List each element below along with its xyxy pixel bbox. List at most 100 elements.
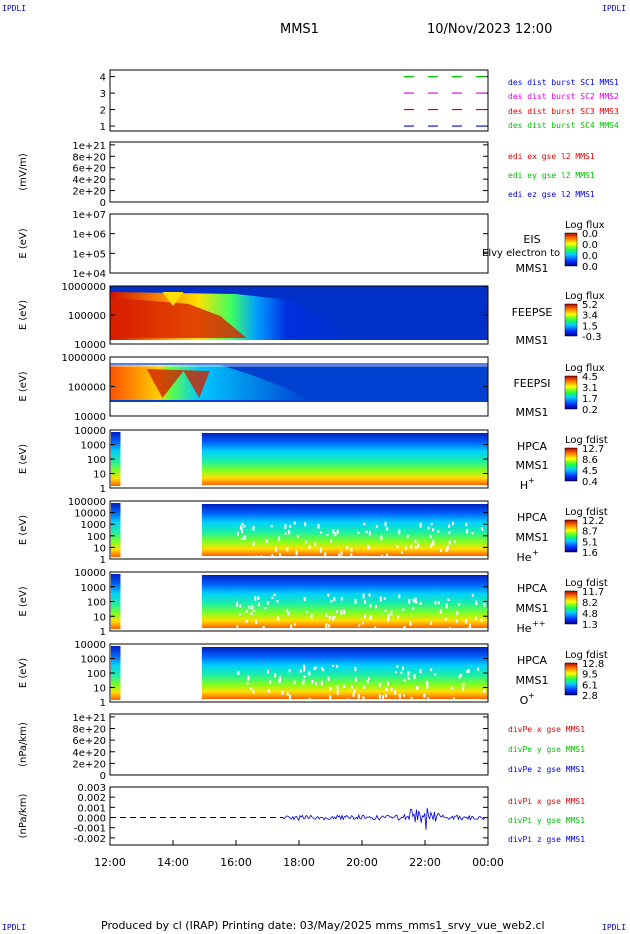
colorbar-feepse [565,304,577,336]
hpca-6-dropout [288,530,290,534]
hpca-6-dropout [284,524,286,529]
species-charge-hpca-o: + [528,691,535,700]
ytick-label: 100 [87,669,106,680]
ytick-label: 10000 [74,426,106,437]
hpca-8-dropout [308,672,310,676]
hpca-7-dropout [236,625,238,628]
hpca-6-dropout [398,530,400,535]
hpca-8-dropout [287,692,289,696]
ytick-label: 10 [93,684,106,695]
hpca-7-dropout [258,603,260,606]
hpca-7-dropout [398,595,400,599]
hpca-6-dropout [309,545,311,549]
hpca-7-dropout [412,608,414,610]
colorbar-eis [565,233,577,266]
ytick-label: 10 [93,612,106,623]
ylabel-eis: E (eV) [18,228,29,258]
hpca-7-dropout [255,620,257,624]
hpca-6-dropout [432,543,434,546]
hpca-7-dropout [248,605,250,608]
hpca-7-dropout [465,619,467,624]
hpca-8-dropout [403,694,405,696]
hpca-8-dropout [451,687,453,690]
hpca-8-dropout [314,667,316,670]
hpca-7-dropout [469,624,471,629]
hpca-7-dropout [446,603,448,608]
hpca-7-dropout [343,610,345,614]
hpca-7-dropout [369,593,371,596]
ylabel-hpca-o: E (eV) [18,658,29,688]
legend-des-sc2: des dist burst SC2 MMS2 [508,92,619,101]
hpca-7-dropout [325,613,327,617]
hpca-6-dropout [381,555,383,557]
hpca-7-dropout [483,603,485,607]
hpca-8-dropout [328,677,330,681]
hpca-8-dropout [379,694,381,698]
panel-label-hpca-h: MMS1 [516,459,549,472]
colorbar-tick-hpca-he: 5.1 [582,537,598,548]
hpca-6-dropout [417,543,419,547]
ytick-label: 6e+20 [72,736,106,747]
hpca-7-dropout [236,602,238,607]
ytick-label: 1000000 [61,282,106,293]
hpca-8-dropout [391,687,393,690]
hpca-7-dropout [287,611,289,615]
hpca-6-dropout [376,525,378,527]
ytick-label: 100000 [68,497,106,508]
hpca-6-dropout [253,526,255,531]
colorbar-tick-eis: 0.0 [582,251,598,262]
ytick-label: 10000 [74,568,106,579]
hpca-6-dropout [244,535,246,539]
divpi-z-trace [283,808,486,830]
species-charge-hpca-he: + [532,548,539,557]
legend-divpi-z: divPi z gse MMS1 [508,835,585,844]
legend-edi-ey: edi ey gse l2 MMS1 [508,171,595,180]
ylabel-hpca-he: E (eV) [18,515,29,545]
species-charge-hpca-h: + [528,476,535,485]
hpca-7-dropout [374,626,376,629]
hpca-7-dropout [362,622,364,624]
ytick-label: 4e+20 [72,175,106,186]
hpca-7-dropout [420,602,422,604]
ytick-label: 100000 [68,311,106,322]
hpca-6-dropout [334,532,336,536]
hpca-7-dropout [369,605,371,608]
hpca-6-dropout [294,522,296,525]
hpca-8-dropout [269,680,271,684]
hpca-6-dropout [326,534,328,536]
hpca-7-dropout [325,623,327,628]
hpca-6-dropout [448,525,450,528]
panel-label-feepse: FEEPSE [512,306,553,319]
hpca-7-dropout [329,616,331,620]
hpca-6-dropout [415,540,417,543]
ytick-label: 8e+20 [72,725,106,736]
hpca-8-dropout [430,668,432,671]
hpca-8-dropout [385,694,387,697]
hpca-8-dropout [382,695,384,699]
hpca-8-dropout [289,669,291,672]
hpca-6-dropout [449,540,451,544]
hpca-7-dropout [467,627,469,630]
colorbar-tick-feepsi: 3.1 [582,383,598,394]
hpca-7-dropout [257,597,259,600]
ylabel-edi-e-gse: (mV/m) [18,153,29,191]
hpca-6-dropout [296,551,298,556]
hpca-6-dropout [415,546,417,549]
hpca-6-dropout [452,522,454,525]
hpca-6-main [202,504,488,556]
hpca-6-dropout [401,551,403,554]
hpca-7-dropout [475,601,477,605]
hpca-6-dropout [240,525,242,529]
xtick-label: 20:00 [346,856,378,869]
hpca-8-dropout [379,683,381,687]
hpca-7-dropout [458,603,460,605]
hpca-7-dropout [435,601,437,604]
legend-edi-ex: edi ex gse l2 MMS1 [508,152,595,161]
panel-label-hpca-h: HPCA [517,440,548,453]
hpca-7-dropout [430,622,432,625]
colorbar-tick-hpca-h: 8.6 [582,455,598,466]
colorbar-tick-feepse: 3.4 [582,311,598,322]
hpca-8-dropout [477,668,479,671]
hpca-8-dropout [294,681,296,684]
ytick-label: 10 [93,543,106,554]
